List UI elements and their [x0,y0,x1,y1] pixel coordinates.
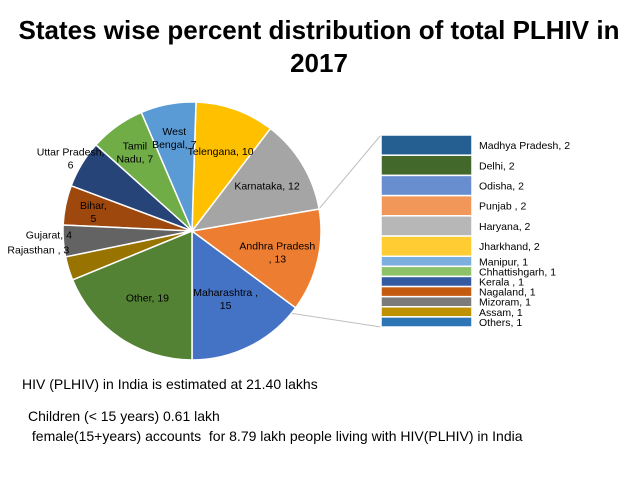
chart-title-line2: 2017 [290,48,348,78]
bar-segment-haryana-2 [380,215,473,237]
pie [62,101,322,361]
bar-label-assam-1: Assam, 1 [479,307,523,319]
pie-slice-karnataka-12 [190,127,320,233]
bar-label-jharkhand-2: Jharkhand, 2 [479,241,540,253]
bar-label-delhi-2: Delhi, 2 [479,160,515,172]
pie-slice-other-19 [71,229,193,361]
bar-label-nagaland-1: Nagaland, 1 [479,287,536,299]
breakdown-labels: Madhya Pradesh, 2 Delhi, 2 Odisha, 2 Punjab… [479,140,570,329]
bar-label-haryana-2: Haryana, 2 [479,221,531,233]
pie-label-uttar-pradesh-6: Uttar Pradesh, 6 [37,147,105,172]
pie-slice-telengana-10 [191,101,272,234]
bar-segment-odisha-2 [380,174,473,197]
pie-label-west-bengal-7: West Bengal, 7 [152,126,197,151]
pie-label-bihar-5: Bihar, 5 [80,200,107,225]
bar-segment-mizoram-1 [380,295,473,308]
pie-label-karnataka-12: Karnataka, 12 [234,181,300,193]
bar-segment-jharkhand-2 [380,235,473,258]
pie-slice-andhra-pradesh-13 [190,208,322,309]
bar-segment-manipur-1 [380,255,473,268]
chart-title-line1: States wise percent distribution of tota… [18,15,620,45]
bar-label-chhattishgarh-1: Chhattishgarh, 1 [479,266,556,278]
pie-label-tamil-nadu-7: Tamil Nadu, 7 [116,140,153,165]
bar-segment-others-1 [380,316,473,328]
bar-segment-assam-1 [380,306,473,318]
pie-label-telengana-10: Telengana, 10 [188,146,254,158]
pie-label-rajasthan-3: Rajasthan , 3 [7,245,69,257]
bar-label-mizoram-1: Mizoram, 1 [479,297,531,309]
pie-slice-maharashtra-15 [191,229,297,361]
chart-title: States wise percent distribution of tota… [0,14,638,80]
note-children: Children (< 15 years) 0.61 lakh [28,408,220,424]
bar-segment-nagaland-1 [380,285,473,298]
bar-label-punjab-2: Punjab , 2 [479,201,526,213]
bar-label-kerala-1: Kerala , 1 [479,277,524,289]
bar-segment-madhya-pradesh-2 [380,134,473,156]
bar-segment-punjab-2 [380,194,473,217]
bar-segment-chhattishgarh-1 [380,265,473,278]
pie-label-other-19: Other, 19 [126,292,169,304]
note-female: female(15+years) accounts for 8.79 lakh … [28,428,523,444]
pie-labels: Maharashtra , 15 Andhra Pradesh, 13 Karnata… [7,126,315,312]
bar-segment-delhi-2 [380,154,473,177]
pie-label-maharashtra-15: Maharashtra , 15 [193,287,258,312]
note-total-plhiv: HIV (PLHIV) in India is estimated at 21.… [22,376,318,392]
bar-label-odisha-2: Odisha, 2 [479,181,524,193]
bar-label-others-1: Others, 1 [479,317,522,329]
breakdown-bar [380,134,473,328]
bar-label-manipur-1: Manipur, 1 [479,256,528,268]
bar-segment-kerala-1 [380,275,473,288]
pie-label-andhra-pradesh-13: Andhra Pradesh, 13 [239,240,315,265]
pie-label-gujarat-4: Gujarat, 4 [26,230,72,242]
bar-label-madhya-pradesh-2: Madhya Pradesh, 2 [479,140,570,152]
